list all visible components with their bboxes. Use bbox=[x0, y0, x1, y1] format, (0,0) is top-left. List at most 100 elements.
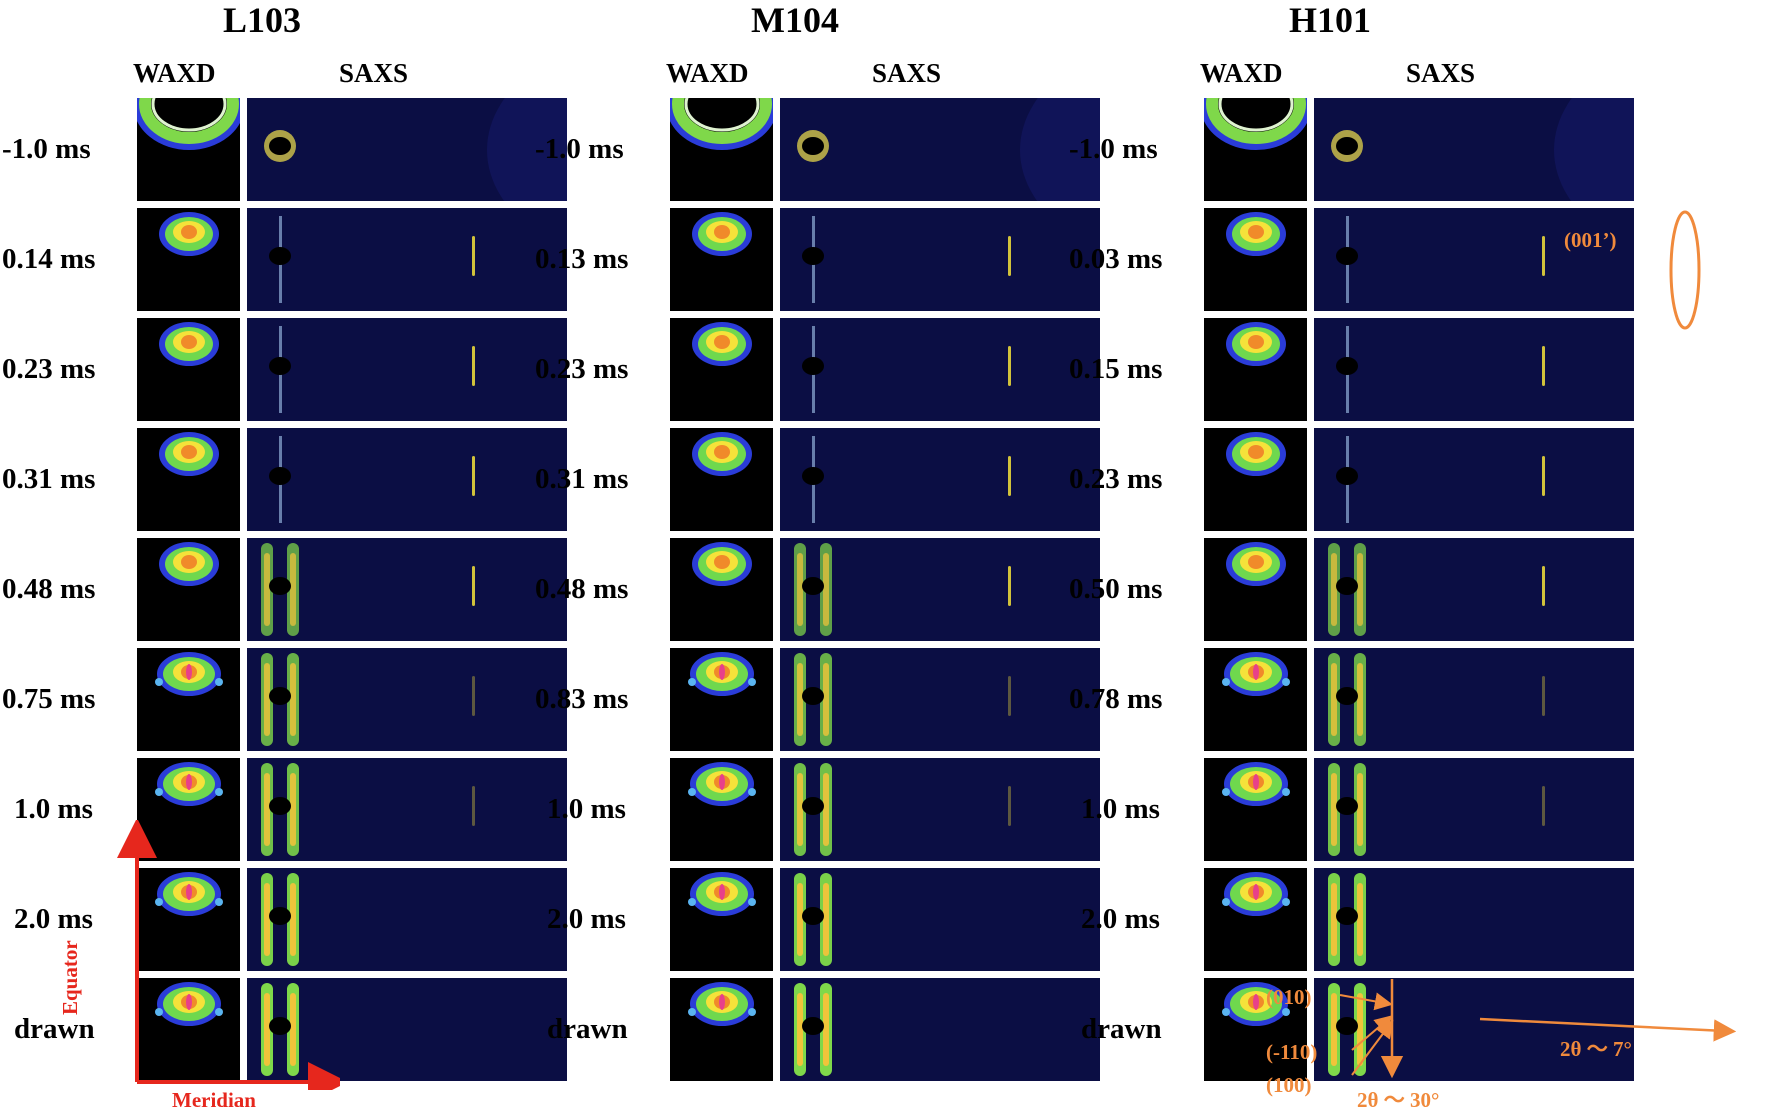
axis-arrows bbox=[117, 820, 340, 1090]
sample-title: H101 bbox=[1288, 0, 1371, 40]
waxd-pattern bbox=[137, 978, 240, 1081]
saxs-pattern bbox=[247, 428, 567, 531]
waxd-angle-label: 2θ ～ 30° bbox=[1357, 1088, 1440, 1112]
time-label: 2.0 ms bbox=[547, 903, 626, 935]
saxs-pattern bbox=[780, 98, 1100, 201]
time-label: 2.0 ms bbox=[1081, 903, 1160, 935]
waxd-pattern bbox=[670, 978, 773, 1081]
waxd-pattern bbox=[670, 98, 773, 201]
peak-001-label: (001’) bbox=[1564, 228, 1617, 252]
time-label: 0.23 ms bbox=[1069, 463, 1163, 495]
waxd-pattern bbox=[1204, 758, 1307, 861]
saxs-pattern bbox=[1314, 758, 1634, 861]
waxd-pattern bbox=[137, 538, 240, 641]
saxs-pattern bbox=[1314, 648, 1634, 751]
saxs-pattern bbox=[780, 428, 1100, 531]
saxs-pattern bbox=[780, 868, 1100, 971]
time-label: 0.03 ms bbox=[1069, 243, 1163, 275]
saxs-pattern bbox=[1314, 318, 1634, 421]
waxd-header: WAXD bbox=[666, 58, 749, 88]
saxs-pattern bbox=[1314, 868, 1634, 971]
saxs-header: SAXS bbox=[872, 58, 942, 88]
meridian-label: Meridian bbox=[172, 1088, 256, 1112]
waxd-pattern bbox=[1204, 538, 1307, 641]
time-label: drawn bbox=[547, 1013, 628, 1045]
time-label: 1.0 ms bbox=[14, 793, 93, 825]
time-label: 2.0 ms bbox=[14, 903, 93, 935]
saxs-pattern bbox=[780, 538, 1100, 641]
saxs-pattern bbox=[780, 978, 1100, 1081]
waxd-pattern bbox=[137, 648, 240, 751]
time-label: -1.0 ms bbox=[535, 133, 624, 165]
waxd-pattern bbox=[1204, 208, 1307, 311]
saxs-pattern bbox=[247, 318, 567, 421]
waxd-header: WAXD bbox=[133, 58, 216, 88]
time-label: 1.0 ms bbox=[547, 793, 626, 825]
saxs-pattern bbox=[1314, 538, 1634, 641]
saxs-angle-label: 2θ ～ 7° bbox=[1560, 1037, 1632, 1061]
time-label: 0.23 ms bbox=[535, 353, 629, 385]
saxs-pattern bbox=[247, 758, 567, 861]
saxs-header: SAXS bbox=[1406, 58, 1476, 88]
saxs-pattern bbox=[247, 538, 567, 641]
waxd-pattern bbox=[137, 868, 240, 971]
time-label: 0.15 ms bbox=[1069, 353, 1163, 385]
peak-010-label: (010) bbox=[1266, 985, 1312, 1009]
waxd-pattern bbox=[670, 208, 773, 311]
h101-arrows bbox=[1339, 979, 1737, 1079]
saxs-pattern bbox=[780, 208, 1100, 311]
time-label: 0.31 ms bbox=[535, 463, 629, 495]
time-label: 0.14 ms bbox=[2, 243, 96, 275]
time-label: -1.0 ms bbox=[2, 133, 91, 165]
time-label: 0.48 ms bbox=[2, 573, 96, 605]
waxd-pattern bbox=[1204, 318, 1307, 421]
saxs-pattern bbox=[1314, 208, 1634, 311]
waxd-pattern bbox=[670, 318, 773, 421]
sample-title: M104 bbox=[751, 0, 839, 40]
saxs-header: SAXS bbox=[339, 58, 409, 88]
sample-title: L103 bbox=[222, 0, 301, 40]
waxd-pattern bbox=[670, 868, 773, 971]
saxs-pattern bbox=[780, 758, 1100, 861]
waxd-pattern bbox=[1204, 868, 1307, 971]
saxs-pattern bbox=[1314, 428, 1634, 531]
time-label: 0.23 ms bbox=[2, 353, 96, 385]
time-label: drawn bbox=[14, 1013, 95, 1045]
waxd-pattern bbox=[670, 428, 773, 531]
saxs-pattern bbox=[780, 318, 1100, 421]
time-label: 0.13 ms bbox=[535, 243, 629, 275]
waxd-pattern bbox=[670, 648, 773, 751]
saxs-pattern bbox=[1314, 978, 1634, 1081]
waxd-pattern bbox=[137, 98, 240, 201]
waxd-pattern bbox=[1204, 428, 1307, 531]
waxd-pattern bbox=[137, 208, 240, 311]
saxs-pattern bbox=[247, 648, 567, 751]
saxs-pattern bbox=[247, 978, 567, 1081]
time-label: 0.75 ms bbox=[2, 683, 96, 715]
time-label: 0.78 ms bbox=[1069, 683, 1163, 715]
waxd-pattern bbox=[1204, 98, 1307, 201]
saxs-pattern bbox=[247, 98, 567, 201]
equator-label: Equator bbox=[58, 940, 82, 1015]
peak-001-ellipse bbox=[1669, 210, 1701, 330]
saxs-pattern bbox=[780, 648, 1100, 751]
waxd-pattern bbox=[1204, 978, 1307, 1081]
saxs-pattern bbox=[247, 868, 567, 971]
waxd-pattern bbox=[670, 538, 773, 641]
saxs-pattern bbox=[1314, 98, 1634, 201]
waxd-pattern bbox=[1204, 648, 1307, 751]
time-label: 1.0 ms bbox=[1081, 793, 1160, 825]
time-label: drawn bbox=[1081, 1013, 1162, 1045]
waxd-header: WAXD bbox=[1200, 58, 1283, 88]
time-label: -1.0 ms bbox=[1069, 133, 1158, 165]
peak-100-label: (100) bbox=[1266, 1073, 1312, 1097]
time-label: 0.48 ms bbox=[535, 573, 629, 605]
peak-m110-label: (-110) bbox=[1266, 1040, 1318, 1064]
time-label: 0.50 ms bbox=[1069, 573, 1163, 605]
saxs-pattern bbox=[247, 208, 567, 311]
waxd-pattern bbox=[137, 318, 240, 421]
time-label: 0.31 ms bbox=[2, 463, 96, 495]
time-label: 0.83 ms bbox=[535, 683, 629, 715]
waxd-pattern bbox=[670, 758, 773, 861]
waxd-pattern bbox=[137, 428, 240, 531]
